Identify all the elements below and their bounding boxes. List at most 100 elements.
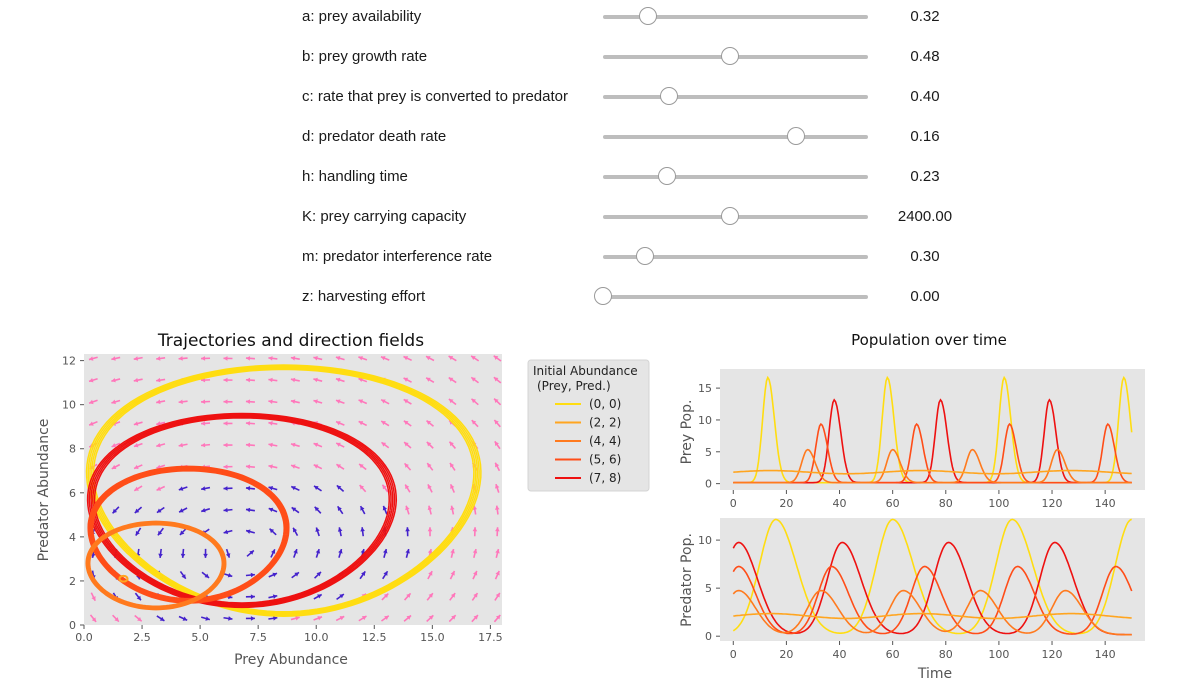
direction-arrow <box>133 421 143 426</box>
predator-pop-axis-label: Predator Pop. <box>679 533 695 627</box>
slider-value-readout: 0.30 <box>910 248 940 265</box>
y-tick-label: 15 <box>698 382 712 395</box>
direction-arrow <box>470 398 479 406</box>
slider-track[interactable] <box>594 287 868 305</box>
direction-arrow <box>335 615 345 622</box>
trajectory-loop <box>88 466 289 603</box>
time-plot-area <box>720 369 1145 490</box>
legend: Initial Abundance (Prey, Pred.) (0, 0) (2… <box>527 359 650 492</box>
direction-arrow <box>246 549 255 557</box>
direction-arrow <box>133 356 143 361</box>
direction-arrow <box>425 355 435 362</box>
direction-arrow <box>89 614 97 623</box>
direction-arrow <box>471 592 479 601</box>
legend-entry-label: (0, 0) <box>589 397 621 411</box>
slider-track[interactable] <box>603 247 868 265</box>
x-tick-label: 2.5 <box>133 631 151 644</box>
direction-arrow <box>493 376 502 384</box>
slider-handle[interactable] <box>636 247 655 265</box>
time-series-line <box>733 448 1132 484</box>
slider-track[interactable] <box>603 47 868 65</box>
direction-arrow <box>268 399 278 404</box>
direction-arrow <box>245 421 255 426</box>
direction-arrow <box>245 442 255 448</box>
slider-track[interactable] <box>603 87 868 105</box>
trajectory-loop <box>87 465 290 604</box>
phase-y-axis-label: Predator Abundance <box>36 419 52 562</box>
slider-handle[interactable] <box>594 287 612 305</box>
direction-arrow <box>338 548 343 558</box>
slider-handle[interactable] <box>657 167 676 185</box>
slider-row: c: rate that prey is converted to predat… <box>0 80 1180 120</box>
direction-arrow <box>245 486 255 491</box>
direction-arrow <box>425 377 435 384</box>
direction-arrow <box>156 506 165 514</box>
direction-arrow <box>426 614 434 623</box>
x-tick-label: 17.5 <box>478 631 503 644</box>
slider-handle[interactable] <box>639 7 658 25</box>
direction-arrow <box>494 570 500 580</box>
direction-arrow <box>449 462 456 471</box>
direction-arrow <box>268 377 278 383</box>
direction-arrow <box>111 442 121 448</box>
direction-arrow <box>494 592 501 601</box>
direction-arrow <box>495 505 500 515</box>
y-tick-label: 8 <box>69 443 76 456</box>
direction-arrow <box>88 399 98 405</box>
slider-handle[interactable] <box>660 87 679 105</box>
direction-arrow <box>472 570 478 580</box>
slider-row: z: harvesting effort 0.00 <box>0 280 1180 320</box>
x-tick-label: 100 <box>988 648 1009 661</box>
x-tick-label: 120 <box>1042 497 1063 510</box>
direction-arrow <box>449 570 456 580</box>
direction-arrow <box>88 377 98 383</box>
direction-arrow <box>313 356 323 361</box>
slider-handle[interactable] <box>721 47 740 65</box>
slider-track[interactable] <box>603 207 868 225</box>
direction-arrow <box>493 398 502 406</box>
slider-track[interactable] <box>603 7 868 25</box>
legend-entry-label: (5, 6) <box>589 453 621 467</box>
legend-entry-label: (4, 4) <box>589 434 621 448</box>
direction-arrow <box>268 616 278 621</box>
slider-handle[interactable] <box>787 127 806 145</box>
direction-arrow <box>156 377 166 383</box>
slider-row: b: prey growth rate 0.48 <box>0 40 1180 80</box>
x-tick-label: 80 <box>939 648 953 661</box>
direction-arrow <box>290 464 300 469</box>
direction-arrow <box>314 506 322 514</box>
direction-arrow <box>313 442 323 448</box>
direction-arrow <box>313 464 323 470</box>
direction-arrow <box>223 399 233 405</box>
x-tick-label: 7.5 <box>249 631 267 644</box>
slider-track[interactable] <box>603 127 868 145</box>
time-series-line <box>732 565 1133 635</box>
x-tick-label: 100 <box>988 497 1009 510</box>
x-tick-label: 0.0 <box>75 631 93 644</box>
direction-arrow <box>448 614 457 623</box>
direction-arrow <box>495 548 500 558</box>
x-tick-label: 12.5 <box>362 631 387 644</box>
x-tick-label: 120 <box>1042 648 1063 661</box>
legend-entry-label: (2, 2) <box>589 416 621 430</box>
direction-arrow <box>178 442 188 448</box>
slider-handle[interactable] <box>721 207 740 225</box>
direction-arrow <box>290 399 300 404</box>
y-tick-label: 6 <box>69 487 76 500</box>
slider-value-readout: 0.23 <box>910 168 940 185</box>
direction-arrow <box>245 594 255 600</box>
slider-value-readout: 0.00 <box>910 288 940 305</box>
trajectory-loop <box>88 524 224 608</box>
direction-arrow <box>200 399 211 405</box>
direction-arrow <box>200 507 211 513</box>
direction-arrow <box>360 527 365 537</box>
y-tick-label: 10 <box>698 534 712 547</box>
direction-arrow <box>381 484 389 493</box>
legend-entry-label: (7, 8) <box>589 471 621 485</box>
y-tick-label: 0 <box>69 619 76 632</box>
slider-track[interactable] <box>603 167 868 185</box>
legend-title-line2: (Prey, Pred.) <box>537 379 611 393</box>
direction-arrow <box>380 355 390 361</box>
direction-arrow <box>223 572 233 578</box>
direction-arrow <box>495 527 500 537</box>
